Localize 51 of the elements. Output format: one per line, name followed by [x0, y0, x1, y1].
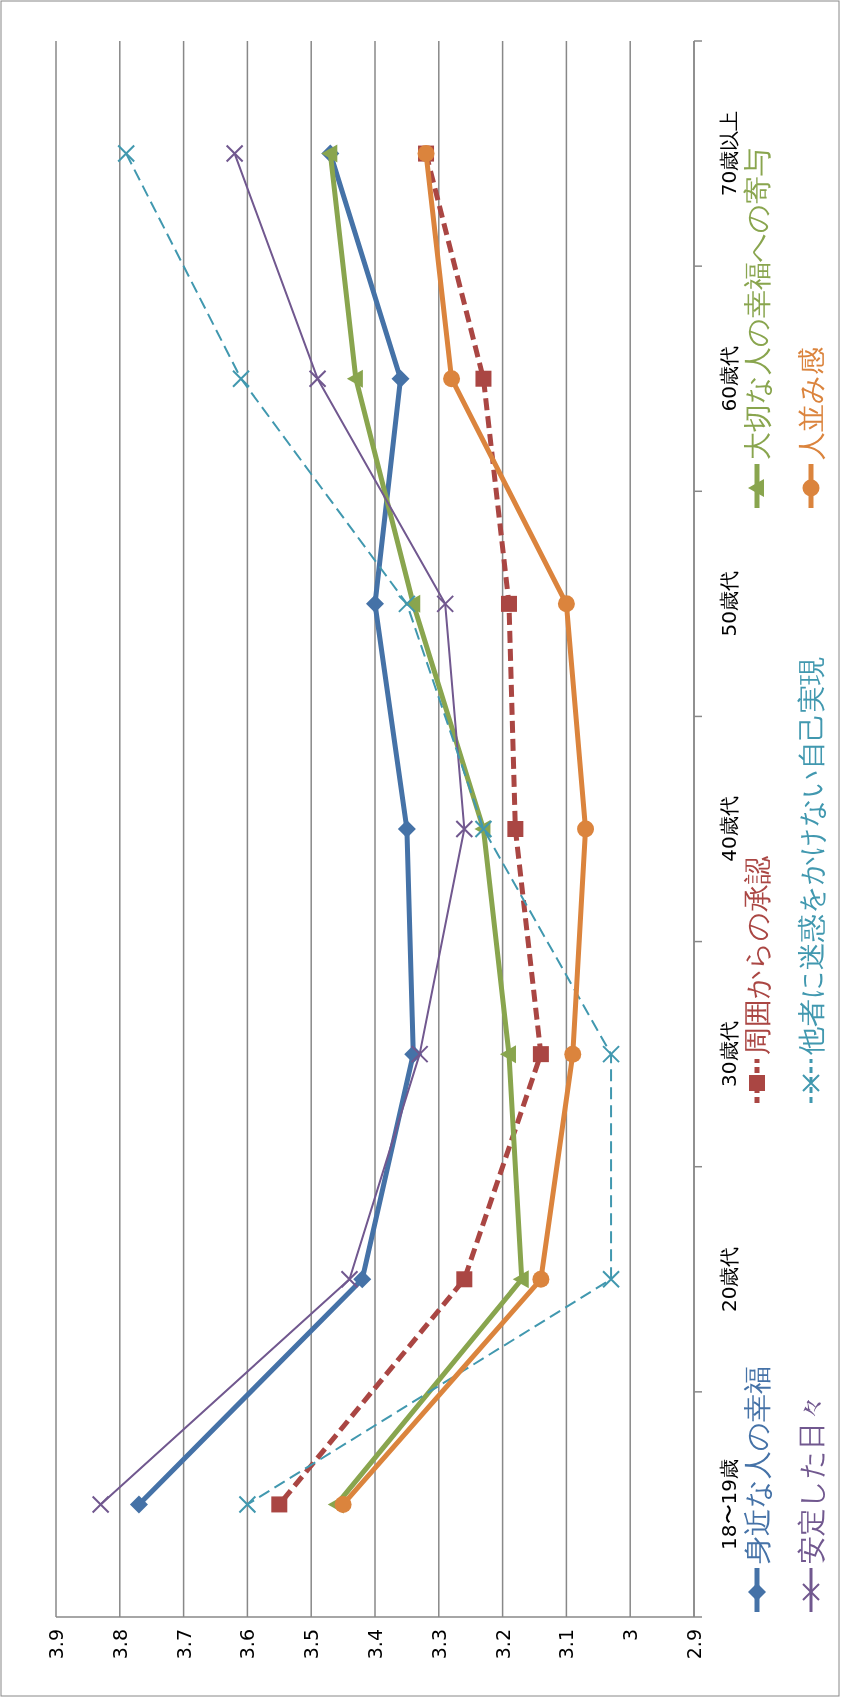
point: [397, 594, 416, 613]
x-tick-label: 2.9: [683, 1629, 705, 1660]
x-tick-label: 3.9: [45, 1629, 67, 1660]
point: [456, 1271, 473, 1288]
point: [391, 369, 410, 388]
point: [602, 1270, 621, 1289]
point: [564, 1045, 582, 1063]
point: [475, 370, 492, 387]
point: [436, 594, 455, 613]
point: [507, 821, 524, 837]
y-tick-label: 20歳代: [717, 1246, 741, 1313]
point: [340, 1270, 359, 1289]
y-tick-label: 18〜19歳: [717, 1458, 741, 1550]
x-tick-label: 3.4: [364, 1629, 386, 1660]
x-tick-label: 3.1: [555, 1629, 578, 1660]
point: [410, 1045, 429, 1064]
point: [532, 1270, 550, 1288]
x-tick-label: 3.5: [300, 1629, 323, 1660]
x-tick-label: 3.6: [236, 1629, 259, 1660]
point: [308, 369, 327, 388]
x-tick-label: 3.8: [108, 1629, 131, 1660]
point: [334, 1495, 352, 1513]
point: [532, 1046, 549, 1063]
point: [512, 1270, 529, 1289]
point: [271, 1496, 288, 1513]
y-tick-label: 40歳代: [717, 796, 741, 862]
point: [129, 1495, 148, 1514]
point: [602, 1045, 621, 1064]
point: [225, 144, 244, 163]
point: [557, 595, 575, 613]
y-tick-label: 70歳以上: [717, 110, 741, 197]
point: [117, 144, 136, 163]
point: [91, 1495, 110, 1514]
point: [455, 820, 474, 838]
point: [500, 595, 517, 612]
y-tick-label: 60歳代: [717, 345, 741, 412]
point: [353, 1270, 372, 1289]
point: [443, 370, 461, 388]
x-tick-label: 3.3: [427, 1629, 450, 1660]
point: [397, 820, 416, 838]
point: [499, 1045, 516, 1064]
x-tick-label: 3.7: [172, 1629, 195, 1660]
point: [346, 369, 363, 388]
point: [232, 369, 251, 388]
x-tick-label: 3.2: [491, 1629, 514, 1660]
point: [366, 594, 384, 613]
y-tick-label: 30歳代: [717, 1021, 741, 1087]
point: [577, 820, 595, 838]
y-tick-label: 50歳代: [717, 571, 741, 637]
x-tick-label: 3: [619, 1629, 642, 1642]
point: [238, 1495, 257, 1514]
